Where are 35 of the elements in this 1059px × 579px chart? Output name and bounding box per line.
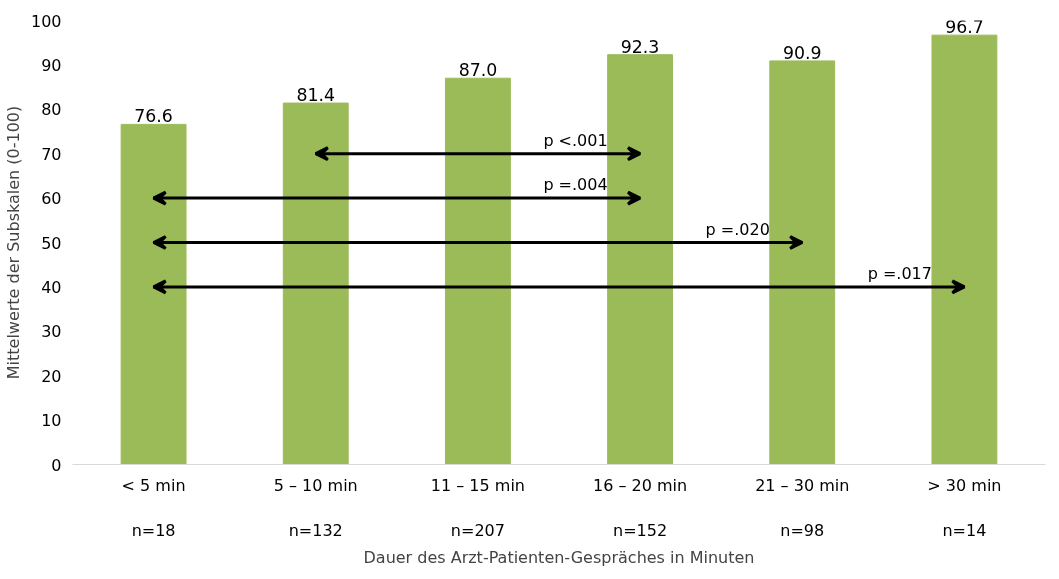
annotation: p =.004: [543, 175, 608, 195]
data-label: 81.4: [296, 85, 336, 106]
data-label: 76.6: [134, 106, 173, 127]
y-tick-label: 30: [41, 322, 62, 342]
category-label: 5 – 10 min n=132: [273, 475, 358, 541]
category-label: 11 – 15 min n=207: [430, 475, 525, 541]
annotation: p =.020: [705, 219, 770, 239]
y-tick-label: 60: [41, 189, 62, 209]
category-label: > 30 min n=14: [927, 475, 1002, 541]
annotation: p =.017: [867, 263, 932, 283]
y-tick-label: 10: [41, 411, 62, 431]
y-tick-label: 20: [41, 366, 62, 386]
bar: [444, 77, 511, 465]
data-label: 96.7: [945, 17, 984, 38]
annotation: p <.001: [543, 130, 608, 150]
y-tick-label: 100: [30, 11, 62, 31]
x-axis-title: Dauer des Arzt-Patienten-Gespräches in Minuten: [363, 548, 755, 568]
bar: [282, 102, 349, 465]
bar: [120, 123, 187, 465]
data-label: 92.3: [620, 36, 660, 57]
category-label: 21 – 30 min n=98: [755, 475, 850, 541]
y-tick-label: 70: [41, 144, 62, 164]
data-label: 87.0: [458, 60, 498, 81]
bar: [931, 34, 998, 465]
bar: [769, 60, 836, 465]
category-label: < 5 min n=18: [121, 475, 186, 541]
y-tick-label: 80: [41, 100, 62, 120]
data-label: 90.9: [782, 42, 822, 63]
y-tick-label: 40: [41, 277, 62, 297]
category-label: 16 – 20 min n=152: [593, 475, 688, 541]
y-axis-title: Mittelwerte der Subskalen (0-100): [3, 105, 23, 380]
y-tick-label: 50: [41, 233, 62, 253]
y-tick-label: 90: [41, 55, 62, 75]
y-tick-label: 0: [51, 455, 62, 475]
bar: [607, 54, 674, 465]
